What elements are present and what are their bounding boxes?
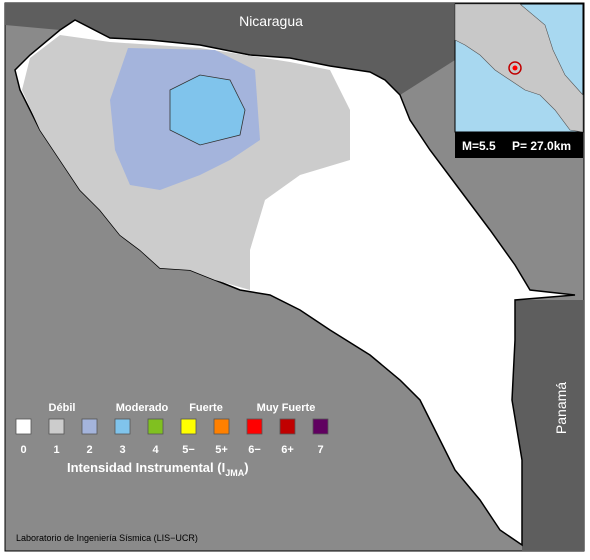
legend-level: 5− [182, 444, 195, 456]
legend-swatch [246, 418, 263, 435]
legend-level: 0 [20, 444, 26, 456]
legend-swatch [114, 418, 131, 435]
depth: P= 27.0km [512, 139, 571, 153]
legend-title-sub: JMA [225, 468, 245, 478]
legend-level: 5+ [215, 444, 228, 456]
legend-level: 6− [248, 444, 261, 456]
country-label: Nicaragua [239, 13, 303, 29]
legend-swatch [15, 418, 32, 435]
nicaragua [5, 3, 455, 95]
inset-map: M=5.5 P= 27.0km [454, 3, 584, 158]
legend-title: Intensidad Instrumental (IJMA) [67, 460, 249, 478]
panama [512, 300, 584, 551]
magnitude: M=5.5 [462, 139, 496, 153]
legend-level: 2 [86, 444, 92, 456]
legend-level: 6+ [281, 444, 294, 456]
credit: Laboratorio de Ingeniería Sísmica (LIS−U… [16, 533, 198, 543]
legend-level: 3 [119, 444, 125, 456]
legend-swatch [48, 418, 65, 435]
inset-info-bar [455, 132, 583, 158]
legend-title-end: ) [244, 460, 248, 475]
legend-swatch [147, 418, 164, 435]
legend-level: 4 [152, 444, 159, 456]
legend-swatch [279, 418, 296, 435]
legend-swatch [312, 418, 329, 435]
epicenter [512, 65, 518, 71]
country-label: Panamá [553, 382, 569, 434]
legend-group: Fuerte [189, 402, 223, 414]
legend-group: Débil [49, 402, 76, 414]
legend-level: 7 [317, 444, 323, 456]
inset-land [454, 3, 584, 133]
legend-title-main: Intensidad Instrumental (I [67, 460, 225, 475]
epicenter-ring [508, 61, 522, 75]
legend-group: Moderado [116, 402, 169, 414]
legend-swatch [180, 418, 197, 435]
legend-swatch [81, 418, 98, 435]
legend-group: Muy Fuerte [257, 402, 316, 414]
intensity-3-area [169, 74, 246, 146]
legend: Débil Moderado Fuerte Muy Fuerte Intensi… [15, 402, 329, 478]
legend-swatch [213, 418, 230, 435]
legend-level: 1 [53, 444, 59, 456]
